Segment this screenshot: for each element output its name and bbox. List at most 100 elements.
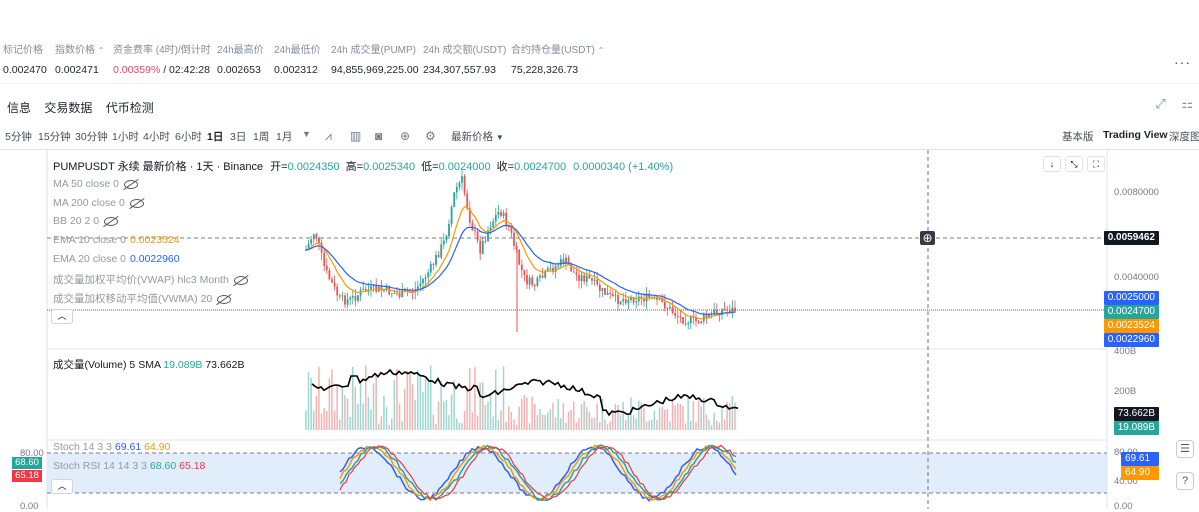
hidden-eye-icon[interactable] bbox=[217, 294, 232, 304]
volume-bar bbox=[435, 423, 437, 430]
candle bbox=[661, 298, 664, 302]
interval-1w[interactable]: 1周 bbox=[253, 131, 270, 143]
stat-label: 24h最高价 bbox=[217, 45, 264, 56]
indicator-ema10[interactable]: EMA 10 close 0 0.0023524 bbox=[53, 234, 180, 246]
interval-1d[interactable]: 1日 bbox=[207, 131, 224, 143]
candle bbox=[663, 301, 666, 309]
chart-toolbar: 5分钟 15分钟 30分钟 1小时 4小时 6小时 1日 3日 1周 1月 ▼ … bbox=[0, 126, 1199, 146]
candle bbox=[409, 291, 411, 293]
chat-icon[interactable]: ☰ bbox=[1176, 440, 1194, 458]
candle bbox=[494, 215, 497, 222]
volume-bars bbox=[305, 365, 736, 430]
interval-1h[interactable]: 1小时 bbox=[112, 131, 139, 143]
candle bbox=[580, 275, 583, 281]
collapse-legend-button[interactable]: ︿ bbox=[51, 309, 73, 324]
volume-bar bbox=[367, 396, 370, 430]
candle bbox=[536, 277, 539, 286]
interval-1m[interactable]: 1月 bbox=[276, 131, 293, 143]
stoch-d-tag: 64.90 bbox=[1121, 466, 1159, 480]
stat-value: 0.00359% / 02:42:28 bbox=[113, 64, 211, 76]
indicator-vwap[interactable]: 成交量加权平均价(VWAP) hlc3 Month bbox=[53, 272, 248, 287]
arrow-down-icon[interactable]: ↓ bbox=[1043, 156, 1061, 172]
candle bbox=[471, 222, 474, 231]
stoch-rsi-d-line bbox=[339, 444, 737, 500]
interval-4h[interactable]: 4小时 bbox=[143, 131, 170, 143]
tab-info[interactable]: 信息 bbox=[7, 101, 32, 115]
candle bbox=[450, 206, 453, 224]
chart-area[interactable]: ⊕ PUMPUSDT 永续 最新价格 · 1天 · Binance 开=0.00… bbox=[0, 149, 1199, 512]
tab-trading-data[interactable]: 交易数据 bbox=[44, 101, 93, 115]
view-tradingview[interactable]: Trading View bbox=[1103, 129, 1168, 141]
grid-icon[interactable]: ⚏ bbox=[1181, 96, 1193, 111]
stoch-k-line bbox=[339, 444, 737, 502]
hidden-eye-icon[interactable] bbox=[233, 275, 248, 285]
chart-canvas[interactable]: ⊕ bbox=[0, 150, 1199, 509]
expand-icon[interactable]: ⤢ bbox=[1155, 96, 1166, 111]
interval-dropdown-icon[interactable]: ▼ bbox=[302, 129, 311, 139]
chart-type-icon[interactable]: ▥ bbox=[350, 129, 362, 143]
interval-5m[interactable]: 5分钟 bbox=[5, 131, 32, 143]
volume-bar bbox=[599, 422, 601, 430]
volume-sma-tag: 19.089B bbox=[1113, 421, 1159, 435]
volume-bar bbox=[679, 403, 682, 430]
hidden-eye-icon[interactable] bbox=[129, 198, 144, 208]
stoch-legend[interactable]: Stoch 14 3 3 69.61 64.90 bbox=[53, 441, 171, 453]
interval-3d[interactable]: 3日 bbox=[230, 131, 247, 143]
indicator-ema20[interactable]: EMA 20 close 0 0.0022960 bbox=[53, 253, 180, 265]
candle bbox=[591, 278, 593, 281]
indicator-vwma[interactable]: 成交量加权移动平均值(VWMA) 20 bbox=[53, 291, 232, 306]
volume-bar bbox=[700, 406, 702, 430]
stat-label: 指数价格 ⌃ bbox=[55, 45, 105, 56]
volume-bar bbox=[713, 412, 715, 430]
price-type-select[interactable]: 最新价格 ▼ bbox=[451, 131, 504, 143]
stat-value: 0.002312 bbox=[274, 64, 318, 76]
volume-bar bbox=[690, 420, 692, 430]
hidden-eye-icon[interactable] bbox=[104, 216, 119, 226]
candle bbox=[307, 243, 310, 250]
candle bbox=[689, 316, 692, 324]
indicator-bb[interactable]: BB 20 2 0 bbox=[53, 215, 119, 227]
indicator-icon[interactable]: ⩘ bbox=[325, 129, 332, 143]
view-depth[interactable]: 深度图 bbox=[1169, 131, 1199, 143]
view-basic[interactable]: 基本版 bbox=[1062, 131, 1094, 143]
ema20-line bbox=[305, 225, 735, 315]
camera-icon[interactable]: ◙ bbox=[375, 129, 383, 143]
volume-bar bbox=[388, 424, 390, 430]
crosshair-plus-icon[interactable] bbox=[920, 231, 935, 245]
collapse-icon[interactable]: ⤡ bbox=[1065, 156, 1083, 172]
candle bbox=[619, 301, 622, 305]
volume-bar bbox=[562, 403, 565, 430]
volume-bar bbox=[469, 368, 471, 430]
volume-bar bbox=[307, 372, 310, 430]
settings-icon[interactable]: ⚙ bbox=[425, 129, 436, 143]
candle bbox=[572, 271, 575, 273]
more-icon[interactable]: ··· bbox=[1174, 54, 1191, 70]
volume-bar bbox=[723, 419, 726, 430]
stat-open-interest[interactable]: 合约持仓量(USDT) ⌃ 75,228,326.73 bbox=[511, 44, 604, 76]
stat-24h-low: 24h最低价 0.002312 bbox=[274, 44, 321, 76]
tab-token-check[interactable]: 代币检测 bbox=[105, 101, 154, 115]
volume-bar bbox=[476, 415, 479, 430]
interval-15m[interactable]: 15分钟 bbox=[38, 131, 71, 143]
candle bbox=[552, 267, 554, 272]
candle bbox=[715, 310, 718, 314]
price-tick: 0.0040000 bbox=[1114, 272, 1159, 283]
indicator-ma200[interactable]: MA 200 close 0 bbox=[53, 197, 144, 209]
interval-30m[interactable]: 30分钟 bbox=[75, 131, 108, 143]
panel-controls: ⤢ ⚏ bbox=[1155, 96, 1193, 112]
indicator-ma50[interactable]: MA 50 close 0 bbox=[53, 178, 138, 190]
help-icon[interactable]: ? bbox=[1176, 472, 1194, 490]
candle bbox=[643, 298, 645, 302]
hidden-eye-icon[interactable] bbox=[123, 179, 138, 189]
volume-bar bbox=[344, 395, 346, 430]
interval-6h[interactable]: 6小时 bbox=[175, 131, 202, 143]
collapse-stoch-button[interactable]: ︿ bbox=[51, 479, 73, 494]
stat-index-price[interactable]: 指数价格 ⌃ 0.002471 bbox=[55, 44, 104, 76]
volume-bar bbox=[661, 406, 663, 430]
maximize-icon[interactable]: ⛶ bbox=[1087, 156, 1105, 172]
volume-bar bbox=[383, 395, 385, 430]
add-icon[interactable]: ⊕ bbox=[400, 129, 411, 143]
stoch-rsi-legend[interactable]: Stoch RSI 14 14 3 3 68.60 65.18 bbox=[53, 460, 206, 472]
stat-24h-high: 24h最高价 0.002653 bbox=[217, 44, 264, 76]
candle bbox=[679, 316, 682, 318]
